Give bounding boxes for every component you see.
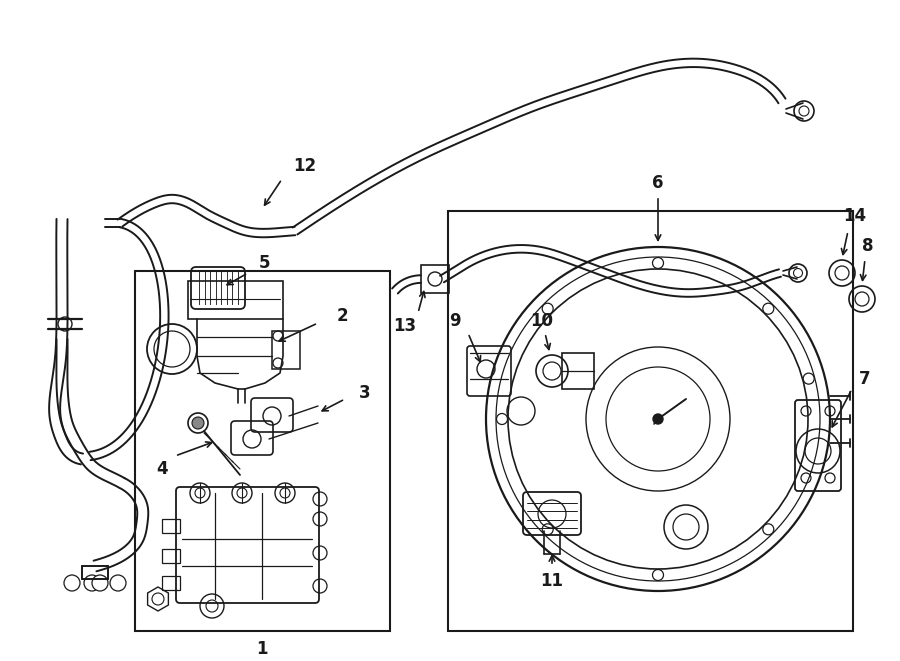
Bar: [188, 281, 283, 319]
FancyBboxPatch shape: [421, 265, 449, 293]
Bar: [162, 576, 180, 590]
Text: 5: 5: [259, 254, 271, 272]
Text: 6: 6: [652, 174, 664, 192]
Circle shape: [92, 575, 108, 591]
Text: 7: 7: [860, 370, 871, 388]
Text: 1: 1: [256, 640, 268, 658]
Circle shape: [803, 373, 815, 384]
Text: 3: 3: [359, 384, 371, 402]
Bar: [448, 211, 853, 631]
Circle shape: [763, 524, 774, 535]
Text: 13: 13: [393, 317, 417, 335]
Bar: [162, 549, 180, 563]
Circle shape: [542, 524, 554, 535]
Text: 8: 8: [862, 237, 874, 255]
Circle shape: [652, 570, 663, 580]
FancyBboxPatch shape: [191, 267, 245, 309]
Text: 14: 14: [843, 207, 867, 225]
Bar: [135, 271, 390, 631]
Text: 12: 12: [293, 157, 317, 175]
Circle shape: [192, 417, 204, 429]
Circle shape: [188, 413, 208, 433]
Circle shape: [58, 317, 72, 331]
Text: 2: 2: [337, 307, 347, 325]
Text: 11: 11: [541, 572, 563, 590]
Circle shape: [652, 258, 663, 268]
Circle shape: [542, 303, 554, 314]
Text: 4: 4: [157, 460, 167, 478]
Circle shape: [84, 575, 100, 591]
Bar: [162, 519, 180, 533]
Circle shape: [763, 303, 774, 314]
Text: 10: 10: [530, 312, 554, 330]
Circle shape: [653, 414, 663, 424]
Circle shape: [497, 414, 508, 424]
Text: 9: 9: [449, 312, 461, 330]
Bar: [272, 331, 300, 369]
Circle shape: [110, 575, 126, 591]
Circle shape: [64, 575, 80, 591]
